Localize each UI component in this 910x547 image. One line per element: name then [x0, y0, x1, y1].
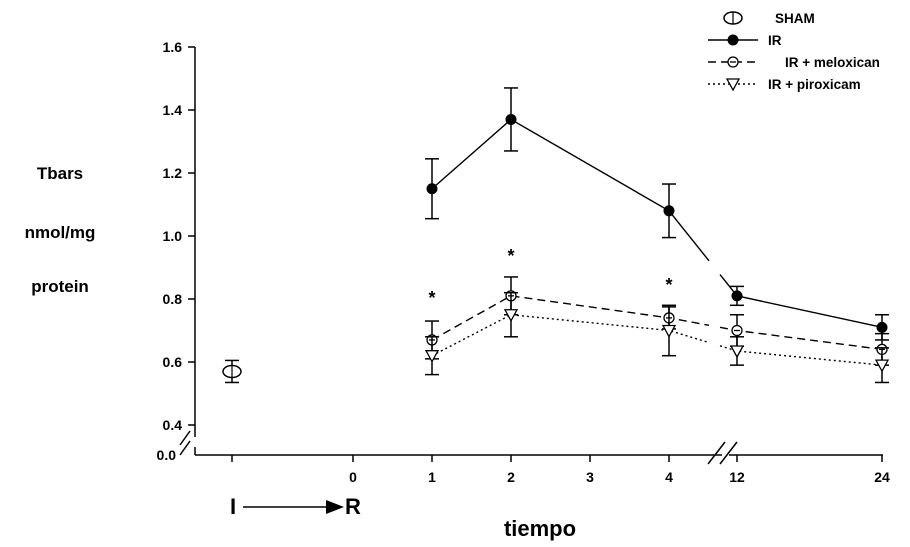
- x-tick-label: 2: [507, 469, 515, 485]
- series-ir-piroxicam: [424, 291, 890, 384]
- y-tick-label: 1.6: [163, 39, 183, 55]
- x-tick-label: 12: [729, 469, 745, 485]
- series-line: [431, 295, 710, 341]
- y-tick-label: 1.2: [163, 165, 183, 181]
- legend-label: IR: [768, 33, 782, 48]
- series-ir: [425, 87, 889, 341]
- y-axis-title-line: protein: [31, 277, 89, 296]
- reperfusion-label: R: [345, 494, 361, 519]
- y-axis-break-mark: [179, 430, 191, 446]
- legend-item: SHAM: [723, 11, 815, 26]
- series-line: [719, 345, 883, 366]
- y-tick-label: 1.4: [163, 102, 183, 118]
- x-axis-title: tiempo: [504, 516, 576, 541]
- ir-arrow-head: [326, 500, 344, 514]
- plot-area: * * *: [222, 87, 890, 384]
- data-point: [729, 345, 745, 359]
- legend-label: SHAM: [775, 11, 815, 26]
- y-axis-title: Tbars nmol/mg protein: [25, 164, 96, 296]
- legend-item: IR + piroxicam: [708, 77, 861, 92]
- series-line: [431, 118, 710, 262]
- legend-item: IR + meloxican: [708, 55, 880, 70]
- y-axis-break-mark: [179, 440, 191, 456]
- y-tick-label: 0.4: [163, 417, 183, 433]
- y-tick-label: 1.0: [163, 228, 183, 244]
- legend-label: IR + piroxicam: [768, 77, 861, 92]
- series-line: [719, 274, 883, 329]
- y-axis-title-line: Tbars: [37, 164, 83, 183]
- x-axis-break-mark: [719, 441, 738, 465]
- significance-star: *: [507, 246, 514, 266]
- series-ir-meloxican: [425, 276, 889, 366]
- x-tick-label: 1: [428, 469, 436, 485]
- data-point: [503, 309, 519, 323]
- data-point: [424, 350, 440, 364]
- x-tick-label: 3: [586, 469, 594, 485]
- legend-label: IR + meloxican: [785, 55, 880, 70]
- data-point: [874, 359, 890, 373]
- legend-marker: [725, 78, 741, 92]
- axes: 0.40.60.81.01.21.41.60.00 1 2 3 4 12 24I R: [157, 39, 890, 519]
- series-line: [719, 326, 883, 351]
- data-point: [505, 113, 517, 125]
- y-tick-label: 0.8: [163, 291, 183, 307]
- y-tick-label: 0.6: [163, 354, 183, 370]
- x-tick-label: 4: [665, 469, 673, 485]
- legend-marker: [727, 34, 739, 46]
- ischemia-label: I: [230, 494, 236, 519]
- legend-item: IR: [708, 33, 782, 48]
- x-tick-label: 0: [349, 469, 357, 485]
- data-point: [876, 321, 888, 333]
- y-axis-title-line: nmol/mg: [25, 223, 96, 242]
- data-point: [731, 290, 743, 302]
- x-tick-label: 24: [874, 469, 890, 485]
- data-point: [663, 205, 675, 217]
- series-sham: [222, 359, 242, 384]
- x-axis-break-mark: [707, 441, 726, 465]
- data-point: [661, 324, 677, 338]
- data-point: [426, 183, 438, 195]
- significance-star: *: [428, 288, 435, 308]
- y-break-label: 0.0: [157, 447, 177, 463]
- significance-star: *: [665, 275, 672, 295]
